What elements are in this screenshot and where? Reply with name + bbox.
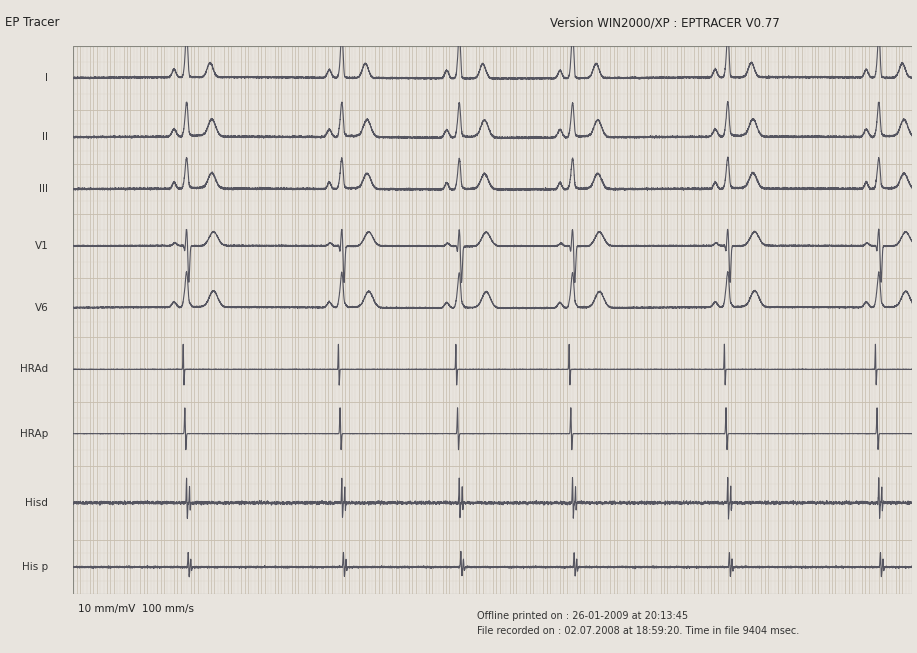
Text: Offline printed on : 26-01-2009 at 20:13:45: Offline printed on : 26-01-2009 at 20:13…: [477, 611, 688, 620]
Text: Hisd: Hisd: [26, 498, 49, 508]
Text: Version WIN2000/XP : EPTRACER V0.77: Version WIN2000/XP : EPTRACER V0.77: [550, 16, 780, 29]
Bar: [73, 46, 912, 594]
Text: I: I: [45, 73, 49, 83]
Text: V1: V1: [35, 241, 49, 251]
Text: III: III: [39, 184, 49, 194]
Text: II: II: [42, 132, 49, 142]
Text: V6: V6: [35, 302, 49, 313]
Text: 10 mm/mV  100 mm/s: 10 mm/mV 100 mm/s: [78, 604, 193, 614]
Text: HRAp: HRAp: [20, 428, 49, 439]
Text: EP Tracer: EP Tracer: [5, 16, 59, 29]
Text: HRAd: HRAd: [20, 364, 49, 374]
Text: File recorded on : 02.07.2008 at 18:59:20. Time in file 9404 msec.: File recorded on : 02.07.2008 at 18:59:2…: [477, 626, 799, 635]
Text: His p: His p: [22, 562, 49, 572]
